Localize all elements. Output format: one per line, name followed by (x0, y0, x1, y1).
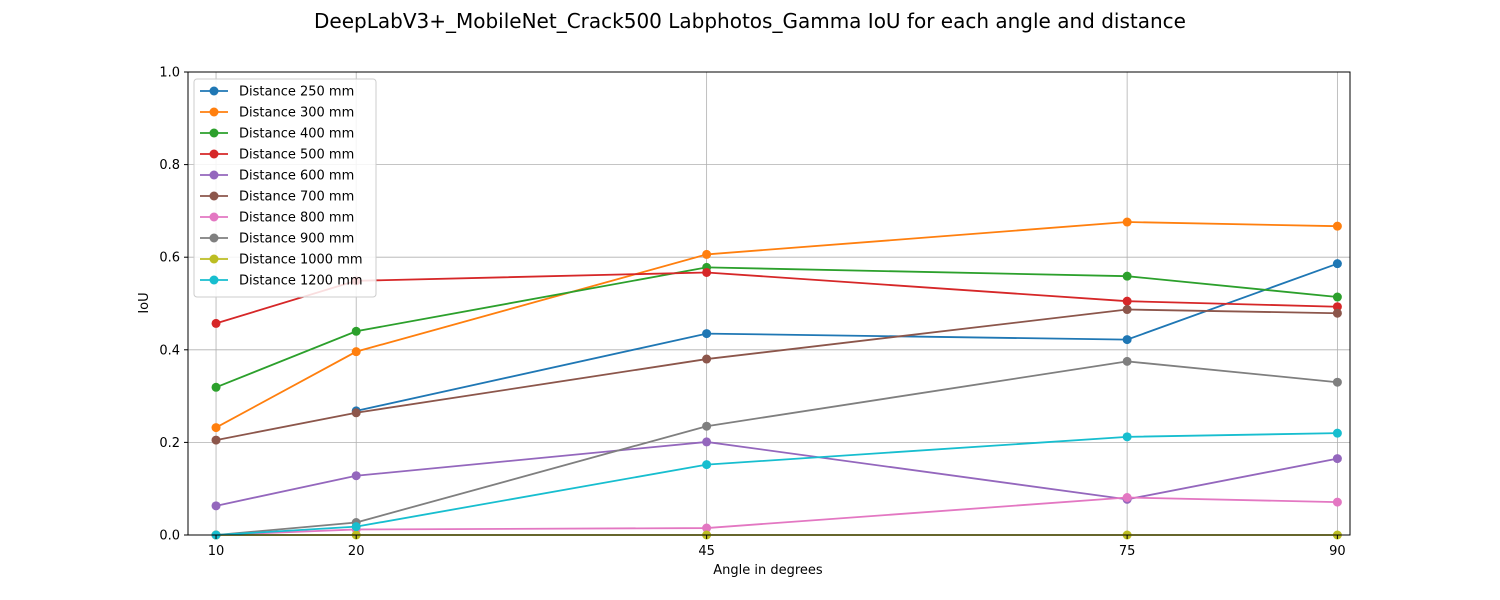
y-tick-label: 0.4 (159, 343, 180, 358)
legend-label: Distance 600 mm (239, 169, 354, 184)
legend-marker (209, 191, 219, 201)
legend-label: Distance 1200 mm (239, 274, 363, 289)
data-point (351, 471, 361, 481)
data-point (1122, 271, 1132, 281)
data-point (1332, 221, 1342, 231)
x-tick-label: 90 (1329, 544, 1346, 559)
series-group (211, 217, 1342, 433)
legend-box (193, 78, 377, 298)
data-point (702, 460, 712, 470)
data-point (1332, 454, 1342, 464)
series-line (215, 432, 1338, 536)
data-point (702, 354, 712, 364)
data-point (702, 249, 712, 259)
series-group (211, 262, 1342, 392)
chart-title: DeepLabV3+_MobileNet_Crack500 Labphotos_… (314, 9, 1186, 33)
legend-label: Distance 500 mm (239, 148, 354, 163)
data-point (702, 267, 712, 277)
plot-area-frame (187, 71, 1351, 536)
legend-item: Distance 500 mm (200, 148, 354, 163)
series-line (215, 496, 1338, 536)
data-point (1332, 259, 1342, 269)
data-point (1332, 302, 1342, 312)
legend-item: Distance 1000 mm (200, 253, 363, 268)
data-point (702, 523, 712, 533)
legend-marker (209, 275, 219, 285)
y-tick-label: 0.2 (159, 436, 180, 451)
x-tick-label: 10 (208, 544, 225, 559)
y-tick-label: 1.0 (159, 66, 180, 81)
legend-marker (209, 170, 219, 180)
series-group (211, 305, 1342, 445)
legend-item: Distance 600 mm (200, 169, 354, 184)
series-lines (211, 217, 1342, 540)
data-point (211, 423, 221, 433)
legend-label: Distance 800 mm (239, 211, 354, 226)
data-point (211, 382, 221, 392)
series-line (215, 441, 1338, 507)
x-tick-label: 45 (698, 544, 715, 559)
series-group (211, 437, 1342, 511)
data-point (211, 318, 221, 328)
data-point (1332, 428, 1342, 438)
data-point (351, 408, 361, 418)
legend-marker (209, 254, 219, 264)
data-point (1122, 432, 1132, 442)
data-point (351, 347, 361, 357)
legend-item: Distance 250 mm (200, 85, 354, 100)
axis-ticks: 10 20 45 75 90 0.0 0.2 0.4 0.6 0.8 1.0 (159, 66, 1345, 560)
legend-marker (209, 86, 219, 96)
data-point (211, 501, 221, 511)
data-point (1332, 308, 1342, 318)
x-axis-label: Angle in degrees (713, 563, 823, 578)
data-point (351, 522, 361, 532)
legend-marker (209, 233, 219, 243)
legend: Distance 250 mm Distance 300 mm Distance 4… (193, 78, 377, 298)
legend-marker (209, 128, 219, 138)
x-tick-label: 20 (348, 544, 365, 559)
series-line (356, 262, 1338, 412)
data-point (702, 421, 712, 431)
data-point (211, 435, 221, 445)
data-point (1332, 292, 1342, 302)
y-axis-label: IoU (137, 292, 152, 313)
series-line (215, 308, 1338, 441)
legend-item: Distance 700 mm (200, 190, 354, 205)
legend-item: Distance 1200 mm (200, 274, 363, 289)
x-tick-label: 75 (1119, 544, 1136, 559)
legend-item: Distance 800 mm (200, 211, 354, 226)
data-point (1122, 492, 1132, 502)
data-point (1332, 497, 1342, 507)
series-line (215, 266, 1338, 389)
data-point (351, 326, 361, 336)
y-tick-label: 0.8 (159, 158, 180, 173)
series-line (215, 360, 1338, 536)
series-group (211, 267, 1342, 328)
legend-label: Distance 250 mm (239, 85, 354, 100)
data-point (1122, 335, 1132, 345)
legend-label: Distance 900 mm (239, 232, 354, 247)
data-point (1122, 356, 1132, 366)
legend-item: Distance 900 mm (200, 232, 354, 247)
y-tick-label: 0.0 (159, 529, 180, 544)
legend-item: Distance 400 mm (200, 127, 354, 142)
y-tick-label: 0.6 (159, 251, 180, 266)
data-point (702, 329, 712, 339)
legend-label: Distance 1000 mm (239, 253, 363, 268)
data-point (1122, 296, 1132, 306)
legend-marker (209, 149, 219, 159)
data-point (1332, 377, 1342, 387)
legend-marker (209, 107, 219, 117)
data-point (1122, 217, 1132, 227)
legend-label: Distance 700 mm (239, 190, 354, 205)
legend-marker (209, 212, 219, 222)
legend-label: Distance 300 mm (239, 106, 354, 121)
legend-label: Distance 400 mm (239, 127, 354, 142)
data-point (1122, 305, 1132, 315)
series-group (211, 356, 1342, 540)
legend-item: Distance 300 mm (200, 106, 354, 121)
data-point (702, 437, 712, 447)
